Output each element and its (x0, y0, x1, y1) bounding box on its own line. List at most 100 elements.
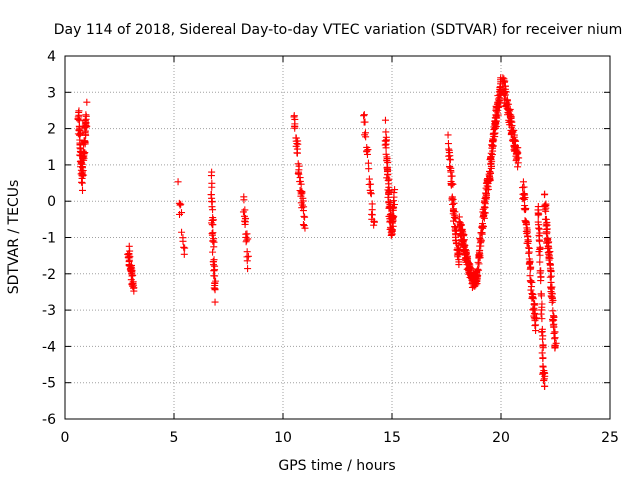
data-point (545, 238, 553, 246)
data-point (502, 88, 510, 96)
data-point (546, 248, 554, 256)
data-point (549, 307, 557, 315)
data-point (452, 215, 460, 223)
data-point (447, 181, 455, 189)
data-point (449, 180, 457, 188)
data-point (291, 120, 299, 128)
data-point (532, 314, 540, 322)
data-point (514, 159, 522, 167)
data-point (446, 163, 454, 171)
data-point (381, 116, 389, 124)
data-point (538, 315, 546, 323)
data-points (74, 74, 560, 390)
data-point (536, 258, 544, 266)
data-point (526, 265, 534, 273)
data-point (546, 261, 554, 269)
data-point (488, 157, 496, 165)
data-point (176, 201, 184, 209)
y-tick-label: 3 (47, 85, 56, 101)
data-point (244, 252, 252, 260)
data-point (209, 221, 217, 229)
data-point (210, 243, 218, 251)
y-tick-label: -5 (42, 376, 56, 392)
data-point (514, 163, 522, 171)
data-point (384, 193, 392, 201)
data-point (538, 349, 546, 357)
data-point (455, 213, 463, 221)
data-point (475, 248, 483, 256)
data-point (509, 126, 517, 134)
data-point (541, 372, 549, 380)
data-point (513, 149, 521, 157)
data-point (543, 225, 551, 233)
data-point (530, 306, 538, 314)
data-point (80, 171, 88, 179)
data-point (243, 257, 251, 265)
data-point (297, 180, 305, 188)
data-point (536, 245, 544, 253)
data-point (501, 91, 509, 99)
data-point (534, 211, 542, 219)
data-point (537, 273, 545, 281)
data-point (495, 97, 503, 105)
data-point (460, 236, 468, 244)
data-point (210, 256, 218, 264)
data-point (500, 78, 508, 86)
data-point (540, 191, 548, 199)
data-point (209, 237, 217, 245)
x-tick-label: 15 (383, 430, 401, 446)
axis-ticks: 0 5 10 15 20 25 -6 -5 -4 -3 -2 -1 0 1 2 3 4 (42, 49, 619, 446)
y-tick-label: -3 (42, 303, 56, 319)
data-point (361, 118, 369, 126)
data-point (211, 286, 219, 294)
data-point (539, 344, 547, 352)
y-tick-label: -1 (42, 231, 56, 247)
data-point (391, 200, 399, 208)
data-point (537, 290, 545, 298)
data-point (299, 197, 307, 205)
data-point (542, 202, 550, 210)
data-point (178, 209, 186, 217)
data-point (360, 112, 368, 120)
data-point (293, 149, 301, 157)
data-point (484, 185, 492, 193)
data-point (126, 253, 134, 261)
data-point (295, 166, 303, 174)
data-point (487, 159, 495, 167)
y-tick-label: 4 (47, 49, 56, 65)
data-point (492, 124, 500, 132)
data-point (243, 230, 251, 238)
data-point (363, 150, 371, 158)
data-point (519, 178, 527, 186)
data-point (538, 328, 546, 336)
data-point (244, 265, 252, 273)
data-point (76, 131, 84, 139)
data-point (520, 183, 528, 191)
data-point (382, 140, 390, 148)
data-point (209, 248, 217, 256)
data-point (208, 203, 216, 211)
data-point (76, 141, 84, 149)
data-point (241, 215, 249, 223)
data-point (448, 180, 456, 188)
data-point (477, 238, 485, 246)
data-point (475, 260, 483, 268)
data-point (211, 279, 219, 287)
data-point (382, 128, 390, 136)
data-point (296, 174, 304, 182)
data-point (541, 382, 549, 390)
data-point (524, 239, 532, 247)
data-point (550, 313, 558, 321)
data-point (83, 98, 91, 106)
data-point (367, 190, 375, 198)
data-point (547, 272, 555, 280)
x-axis-label: GPS time / hours (278, 458, 395, 474)
data-point (482, 191, 490, 199)
data-point (550, 329, 558, 337)
data-point (449, 195, 457, 203)
data-point (240, 193, 248, 201)
x-tick-label: 0 (61, 430, 70, 446)
data-point (300, 203, 308, 211)
data-point (370, 221, 378, 229)
